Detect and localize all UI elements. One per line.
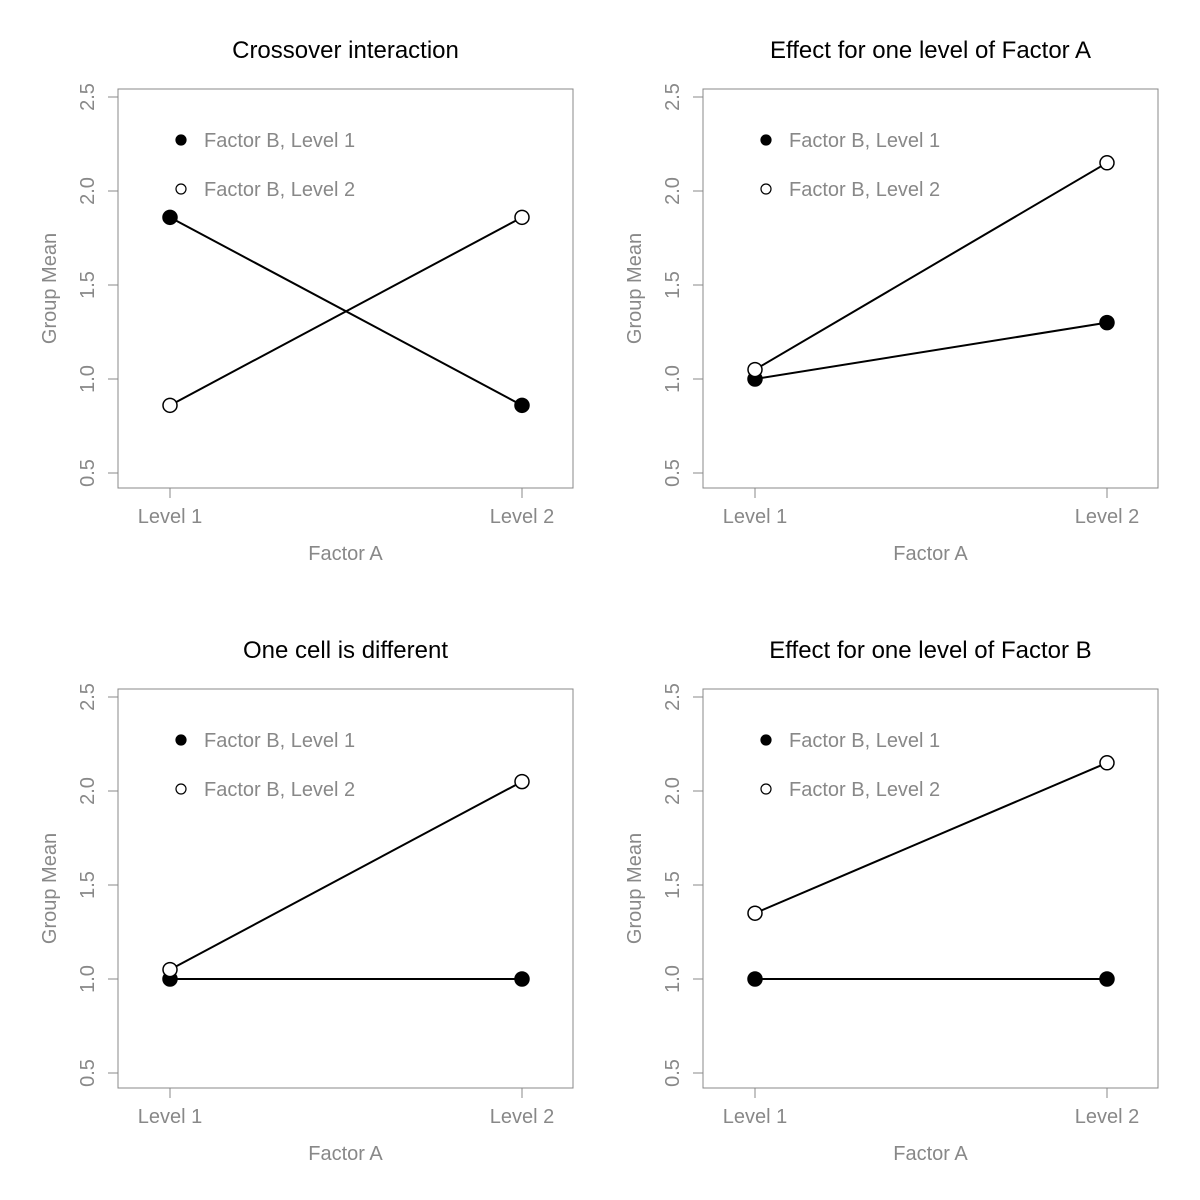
y-tick-label: 2.5 (662, 83, 684, 111)
y-tick-label: 2.5 (77, 83, 99, 111)
data-point-series-2 (162, 961, 178, 978)
chart-title: Effect for one level of Factor A (770, 37, 1091, 64)
x-tick-label: Level 2 (490, 506, 555, 528)
x-tick-label: Level 1 (138, 1106, 203, 1128)
data-point-series-2 (747, 361, 763, 378)
legend-marker-2 (760, 183, 772, 195)
y-axis-label: Group Mean (39, 233, 61, 344)
series-line-1 (754, 321, 1108, 380)
y-tick-label: 0.5 (77, 1059, 99, 1087)
y-tick-label: 0.5 (662, 459, 684, 487)
legend-label-2: Factor B, Level 2 (204, 779, 355, 801)
legend-marker-2 (175, 183, 187, 195)
data-point-series-2 (514, 773, 530, 790)
y-tick-label: 1.0 (77, 965, 99, 993)
legend-label-1: Factor B, Level 1 (204, 730, 355, 752)
x-tick-label: Level 1 (723, 506, 788, 528)
y-tick-label: 2.0 (77, 177, 99, 205)
plot-frame (117, 88, 574, 489)
x-axis-label: Factor A (893, 543, 968, 565)
legend-label-2: Factor B, Level 2 (789, 779, 940, 801)
y-axis-label: Group Mean (624, 833, 646, 944)
y-axis-label: Group Mean (624, 233, 646, 344)
series-line-2 (754, 161, 1108, 371)
legend-marker-1 (175, 134, 187, 146)
legend-marker-1 (175, 734, 187, 746)
legend-label-1: Factor B, Level 1 (789, 730, 940, 752)
series-line-2 (169, 780, 523, 971)
data-point-series-1 (514, 397, 530, 414)
series-line-2 (754, 761, 1108, 915)
legend-label-1: Factor B, Level 1 (204, 130, 355, 152)
y-tick-label: 1.5 (662, 271, 684, 299)
data-point-series-1 (162, 209, 178, 226)
chart-panel-4: Effect for one level of Factor B 0.5 1.0 1.… (624, 637, 1159, 1165)
chart-panel-2: Effect for one level of Factor A 0.5 1.0 1.… (624, 37, 1159, 565)
chart-title: Crossover interaction (232, 37, 459, 64)
legend-label-2: Factor B, Level 2 (204, 179, 355, 201)
x-tick-label: Level 1 (723, 1106, 788, 1128)
data-point-series-2 (747, 905, 763, 921)
data-point-series-1 (1099, 314, 1115, 331)
data-point-series-2 (514, 209, 530, 226)
y-tick-label: 1.0 (662, 365, 684, 393)
legend: Factor B, Level 1 Factor B, Level 2 (760, 130, 940, 201)
y-axis-label: Group Mean (39, 833, 61, 944)
x-tick-label: Level 1 (138, 506, 203, 528)
plot-frame (702, 688, 1159, 1089)
chart-title: Effect for one level of Factor B (769, 637, 1091, 664)
x-tick-label: Level 2 (1075, 1106, 1140, 1128)
x-tick-label: Level 2 (490, 1106, 555, 1128)
y-tick-label: 1.5 (77, 871, 99, 899)
y-tick-label: 1.0 (77, 365, 99, 393)
legend-label-1: Factor B, Level 1 (789, 130, 940, 152)
y-tick-label: 2.0 (662, 177, 684, 205)
y-tick-label: 2.0 (77, 777, 99, 805)
y-tick-label: 1.0 (662, 965, 684, 993)
x-axis-label: Factor A (308, 1143, 383, 1165)
y-tick-label: 2.5 (77, 683, 99, 711)
chart-panel-3: One cell is different 0.5 1.0 1.5 2.0 2.5 Leve… (39, 637, 574, 1165)
legend-marker-1 (760, 134, 772, 146)
data-point-series-1 (1099, 971, 1115, 987)
x-tick-label: Level 2 (1075, 506, 1140, 528)
y-tick-label: 1.5 (662, 871, 684, 899)
data-point-series-2 (162, 397, 178, 414)
series-line-2 (169, 216, 523, 407)
x-axis-label: Factor A (308, 543, 383, 565)
data-point-series-1 (514, 971, 530, 987)
legend: Factor B, Level 1 Factor B, Level 2 (760, 730, 940, 801)
y-tick-label: 2.0 (662, 777, 684, 805)
x-axis-label: Factor A (893, 1143, 968, 1165)
y-tick-label: 0.5 (662, 1059, 684, 1087)
data-point-series-1 (747, 971, 763, 987)
plot-frame (117, 688, 574, 1089)
chart-title: One cell is different (243, 637, 448, 664)
y-tick-label: 2.5 (662, 683, 684, 711)
chart-panel-1: Crossover interaction 0.5 1.0 1.5 2.0 2.5 Leve… (39, 37, 574, 565)
legend-marker-2 (175, 783, 187, 795)
legend-marker-1 (760, 734, 772, 746)
legend-marker-2 (760, 783, 772, 795)
data-point-series-2 (1099, 755, 1115, 771)
y-tick-label: 1.5 (77, 271, 99, 299)
legend: Factor B, Level 1 Factor B, Level 2 (175, 730, 355, 801)
data-point-series-2 (1099, 155, 1115, 171)
legend-label-2: Factor B, Level 2 (789, 179, 940, 201)
plot-frame (702, 88, 1159, 489)
legend: Factor B, Level 1 Factor B, Level 2 (175, 130, 355, 201)
y-tick-label: 0.5 (77, 459, 99, 487)
